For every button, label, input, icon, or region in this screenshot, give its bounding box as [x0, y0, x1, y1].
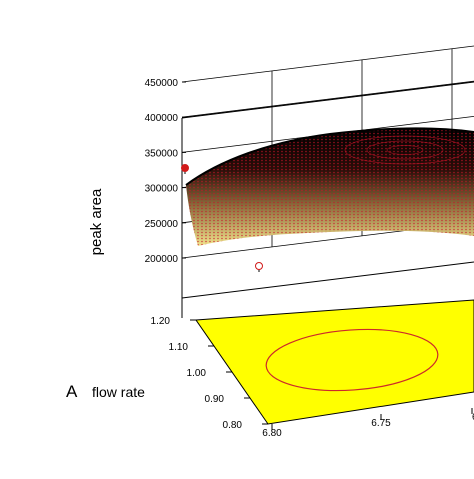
factor-letter: A	[66, 382, 78, 401]
z-tick-label: 400000	[145, 113, 179, 124]
contour-plane	[195, 299, 474, 425]
response-surface	[185, 127, 474, 246]
z-tick-label: 350000	[145, 148, 179, 159]
design-point-high	[181, 164, 189, 172]
a-tick-label: 0.80	[223, 420, 243, 431]
z-gridline	[181, 45, 474, 83]
design-point-low	[255, 262, 263, 270]
b-tick-label: 6.75	[371, 418, 391, 429]
a-tick-label: 1.10	[169, 342, 189, 353]
contour-line	[265, 328, 439, 392]
z-axis-title: peak area	[88, 188, 105, 255]
a-axis: 0.80 0.90 1.00 1.10 1.20	[151, 316, 268, 431]
a-tick-label: 1.00	[187, 368, 207, 379]
z-tick-label: 250000	[145, 219, 179, 230]
z-gridline	[181, 80, 474, 118]
z-tick-label: 200000	[145, 254, 179, 265]
z-tick-label: 450000	[145, 78, 179, 89]
a-tick-label: 1.20	[151, 316, 171, 327]
b-tick-label: 6.7	[472, 412, 474, 423]
z-tick-label: 300000	[145, 184, 179, 195]
box-frame	[181, 81, 474, 318]
design-points	[181, 164, 263, 272]
z-axis: 200000 250000 300000 350000 400000 450000	[145, 78, 186, 265]
a-tick-label: 0.90	[205, 394, 225, 405]
factor-name: flow rate	[92, 384, 145, 400]
b-tick-label: 6.80	[262, 428, 282, 439]
b-axis: 6.80 6.75 6.7	[262, 408, 474, 439]
